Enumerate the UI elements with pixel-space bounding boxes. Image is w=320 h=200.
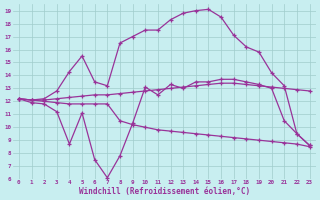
X-axis label: Windchill (Refroidissement éolien,°C): Windchill (Refroidissement éolien,°C) — [79, 187, 250, 196]
